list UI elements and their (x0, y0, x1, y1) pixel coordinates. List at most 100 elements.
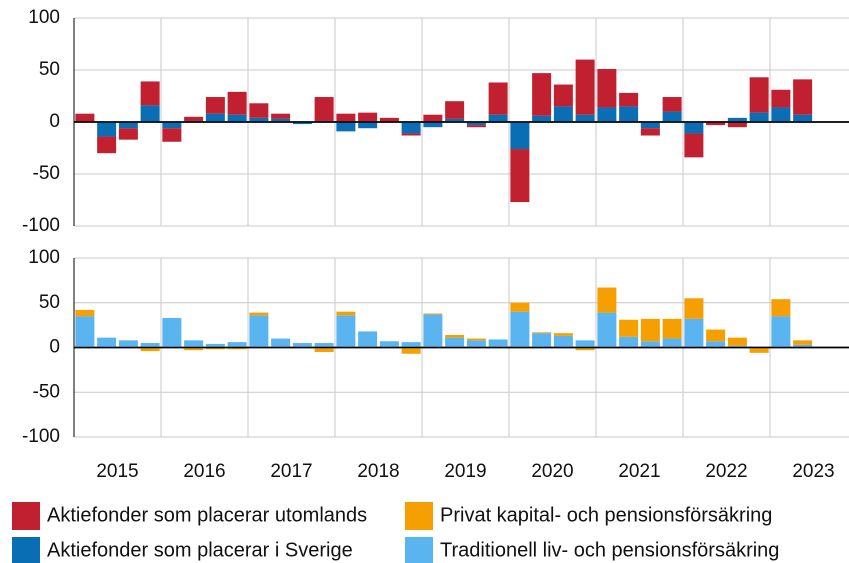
x-group-label: 2016 (183, 461, 225, 482)
bar (597, 312, 617, 348)
bar (227, 347, 247, 350)
bar (466, 125, 486, 128)
bar (140, 81, 160, 106)
bar (205, 343, 225, 348)
bar (684, 318, 704, 348)
bar (445, 101, 465, 119)
bar (727, 345, 747, 348)
bar (532, 73, 552, 116)
y-tick-label: 0 (49, 111, 60, 132)
bar (662, 318, 682, 339)
bar (510, 149, 530, 203)
bar (358, 122, 378, 129)
bar (575, 59, 595, 115)
bar (97, 122, 117, 137)
bar (118, 128, 138, 140)
bar (488, 339, 508, 348)
bar (662, 111, 682, 122)
bar (271, 338, 291, 348)
bar (140, 343, 160, 348)
bar (423, 314, 443, 348)
bar (466, 338, 486, 341)
bar (445, 118, 465, 122)
bar (445, 337, 465, 348)
bar (553, 84, 573, 107)
bar (749, 112, 769, 122)
bar (75, 316, 95, 348)
bar (727, 117, 747, 122)
legend-swatch (405, 502, 433, 530)
legend-label: Aktiefonder som placerar utomlands (47, 504, 367, 526)
bar (488, 82, 508, 115)
bar (684, 122, 704, 134)
bar (793, 114, 813, 122)
bar (532, 115, 552, 122)
bar (249, 117, 269, 122)
bar (423, 313, 443, 315)
bar (401, 342, 421, 348)
x-group-label: 2021 (618, 461, 660, 482)
bar (205, 113, 225, 122)
bar (97, 136, 117, 154)
legend-swatch (405, 537, 433, 563)
bar (184, 340, 204, 348)
legend: Aktiefonder som placerar i Sverige Aktief… (12, 502, 779, 563)
bar (706, 329, 726, 342)
bar (597, 287, 617, 313)
bar (227, 342, 247, 348)
bar (575, 340, 595, 348)
bar (401, 122, 421, 134)
x-group-label: 2023 (792, 461, 834, 482)
legend-label: Traditionell liv- och pensionsförsäkring (440, 539, 779, 561)
y-tick-label: 0 (49, 337, 60, 358)
bar (575, 114, 595, 122)
bar (727, 337, 747, 346)
bar (140, 105, 160, 122)
bar (706, 341, 726, 348)
bar (336, 315, 356, 348)
bar (358, 331, 378, 348)
bar (358, 112, 378, 122)
bar (423, 122, 443, 128)
bar (445, 334, 465, 338)
bar (249, 315, 269, 348)
legend-label: Aktiefonder som placerar i Sverige (47, 539, 353, 561)
bar (75, 113, 95, 122)
legend-label: Privat kapital- och pensionsförsäkring (440, 504, 772, 526)
bar (118, 122, 138, 129)
y-tick-label: -50 (33, 163, 60, 184)
bar (184, 347, 204, 351)
y-tick-label: 100 (28, 247, 60, 268)
bar (771, 107, 791, 122)
bar (205, 97, 225, 114)
bar (75, 309, 95, 317)
bar (466, 122, 486, 126)
bar (292, 122, 312, 125)
bar (749, 347, 769, 353)
y-tick-label: -50 (33, 381, 60, 402)
bar (793, 340, 813, 345)
bar (205, 347, 225, 350)
bar (597, 107, 617, 122)
bar (162, 122, 182, 129)
bar (118, 340, 138, 348)
bar (140, 347, 160, 352)
bar (727, 122, 747, 128)
bar (488, 114, 508, 122)
x-group-label: 2015 (96, 461, 138, 482)
bar (401, 347, 421, 354)
y-tick-label: 50 (39, 59, 60, 80)
bar (706, 122, 726, 126)
bar (314, 343, 334, 348)
bar (662, 97, 682, 112)
bar (423, 114, 443, 122)
legend-swatch (12, 502, 40, 530)
bar (227, 91, 247, 115)
bar (249, 103, 269, 118)
bar (314, 347, 334, 352)
x-group-label: 2017 (270, 461, 312, 482)
bar (184, 116, 204, 121)
bar (553, 335, 573, 348)
bar (640, 128, 660, 136)
